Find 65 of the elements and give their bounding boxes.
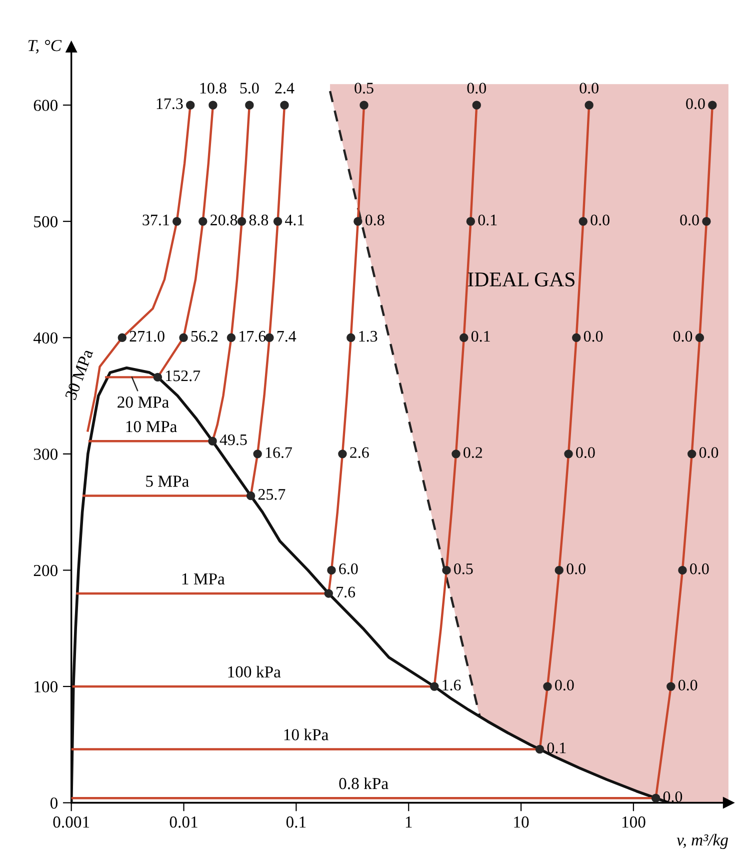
annotation: 0.8	[365, 214, 384, 226]
y-tick-label: 100	[34, 681, 58, 692]
y-axis-title: T, °C	[28, 40, 62, 54]
annotation: 0.0	[663, 791, 682, 802]
annotation: 8.8	[249, 214, 268, 226]
series-label: 1 MPa	[182, 573, 225, 585]
annotation: 0.0	[680, 214, 699, 226]
annotation: 0.0	[673, 330, 692, 342]
annotation: 0.0	[576, 447, 595, 458]
annotation: 0.2	[464, 447, 482, 458]
annotation: 25.7	[258, 489, 286, 500]
y-tick-label: 600	[34, 100, 58, 112]
annotation: 0.0	[699, 447, 718, 458]
series-label: 5 MPa	[146, 476, 189, 487]
annotation: 0.0	[566, 563, 586, 574]
annotation: 0.1	[547, 742, 566, 754]
series-label: 0.8 kPa	[339, 777, 388, 790]
series-label: 20 MPa	[118, 396, 169, 408]
annotation: 0.1	[471, 330, 490, 342]
x-tick-label: 0.01	[170, 816, 198, 828]
annotation: 7.6	[336, 586, 356, 598]
y-tick-label: 200	[34, 564, 58, 576]
annotation: 5.0	[240, 82, 259, 94]
annotation: 20.8	[210, 214, 238, 226]
annotation: 6.0	[339, 563, 358, 574]
annotation: 17.3	[156, 98, 183, 110]
annotation: 17.6	[240, 330, 266, 342]
annotation: 0.0	[584, 330, 603, 342]
annotation: 1.3	[359, 330, 378, 342]
x-tick-label: 100	[622, 816, 646, 828]
annotation: 271.0	[130, 330, 164, 342]
annotation: 1.6	[442, 680, 461, 691]
annotation: 0.0	[555, 680, 574, 691]
y-tick-label: 300	[34, 448, 58, 460]
x-tick-label: 0.1	[286, 816, 306, 828]
annotation: 2.6	[350, 447, 369, 458]
annotation: IDEAL GAS	[468, 272, 574, 286]
series-label: 10 kPa	[284, 728, 328, 740]
annotation: 10.8	[200, 82, 226, 94]
annotation: 0.0	[690, 563, 709, 574]
x-tick-label: 1	[406, 816, 412, 828]
annotation: 4.1	[285, 214, 304, 226]
annotation: 2.4	[275, 82, 294, 94]
y-tick-label: 400	[33, 332, 58, 344]
annotation: 16.7	[266, 447, 292, 458]
annotation: 0.5	[354, 82, 374, 94]
annotation: 37.1	[142, 214, 169, 226]
annotation: 0.5	[454, 563, 473, 574]
annotation: 0.0	[686, 98, 705, 110]
series-label: 100 kPa	[228, 666, 281, 678]
annotation: 7.4	[277, 330, 296, 342]
annotation: 0.0	[467, 82, 486, 94]
y-tick-label: 0	[50, 797, 58, 809]
annotation: 56.2	[191, 330, 218, 342]
annotation: 0.0	[678, 680, 698, 691]
annotation: 49.5	[220, 434, 247, 446]
annotation: 0.0	[580, 82, 598, 94]
annotation: 0.0	[590, 214, 610, 226]
series-label: 10 MPa	[126, 420, 177, 432]
annotation: 152.7	[166, 370, 200, 382]
y-tick-label: 500	[34, 216, 58, 228]
x-tick-label: 10	[514, 816, 529, 828]
x-tick-label: 0.001	[53, 816, 90, 828]
annotation: 0.1	[478, 214, 497, 226]
x-axis-title: v, m³/kg	[676, 834, 728, 849]
